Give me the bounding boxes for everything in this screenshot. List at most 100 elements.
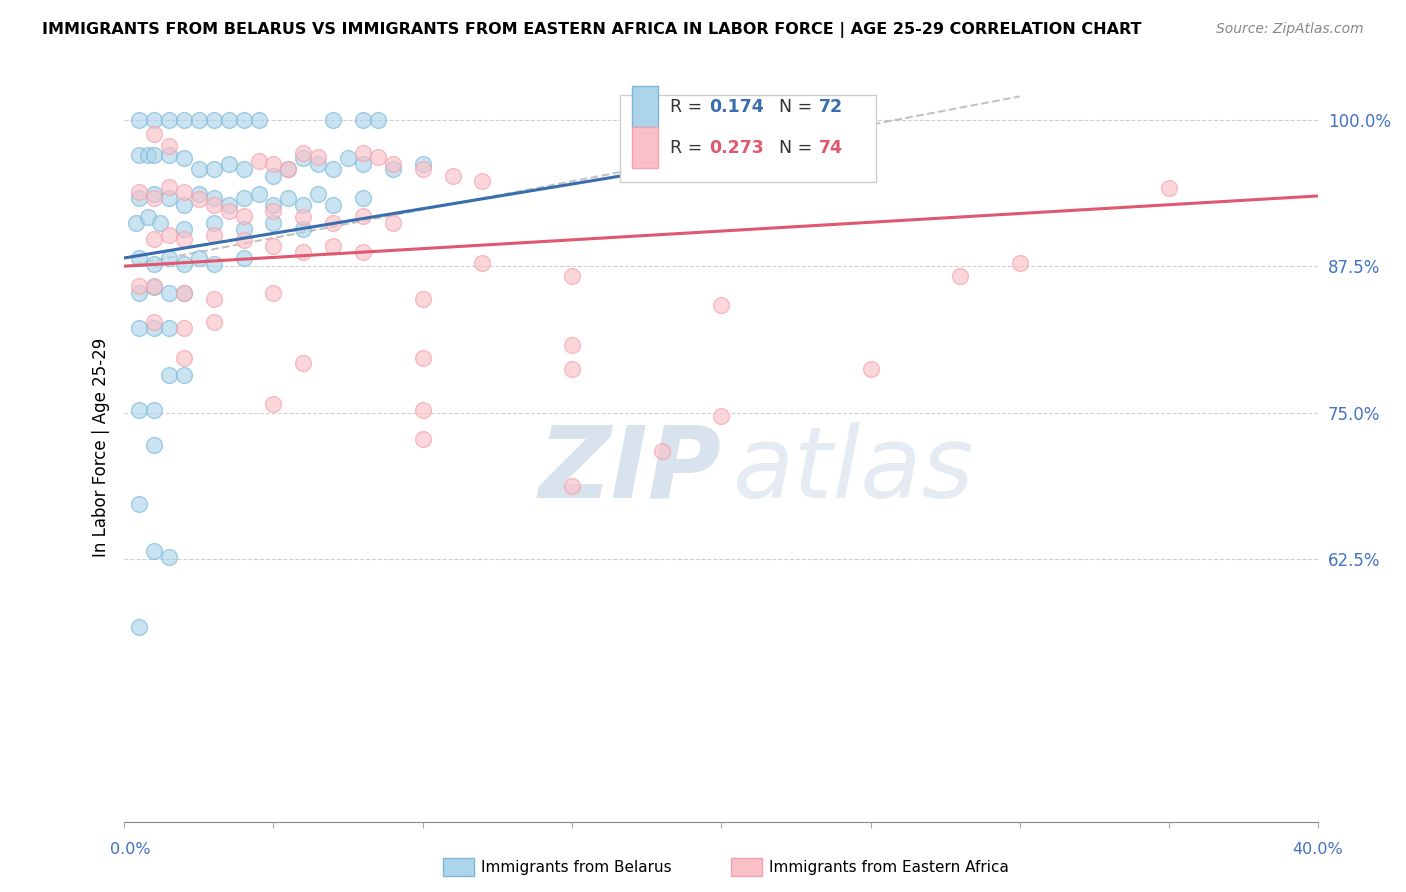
Point xyxy=(187,161,209,176)
Text: N =: N = xyxy=(768,97,817,116)
Point xyxy=(157,251,180,265)
Point xyxy=(187,186,209,201)
Text: 0.174: 0.174 xyxy=(709,97,763,116)
Point xyxy=(307,157,329,171)
Text: N =: N = xyxy=(768,139,817,157)
Point xyxy=(322,239,344,253)
Point xyxy=(292,152,315,166)
Point xyxy=(173,351,195,365)
Point xyxy=(218,204,240,219)
Text: R =: R = xyxy=(669,139,707,157)
Point xyxy=(187,193,209,207)
Text: 0.273: 0.273 xyxy=(709,139,763,157)
Point xyxy=(412,351,434,365)
Point xyxy=(292,198,315,212)
Point xyxy=(157,191,180,205)
Point xyxy=(263,397,285,411)
Point xyxy=(202,112,225,127)
Point xyxy=(173,232,195,246)
Point xyxy=(202,191,225,205)
Point xyxy=(232,191,254,205)
Point xyxy=(157,321,180,335)
Point xyxy=(128,251,150,265)
Point xyxy=(561,362,583,376)
Point xyxy=(136,148,159,162)
Point xyxy=(352,112,374,127)
Point xyxy=(561,337,583,351)
Point xyxy=(128,286,150,301)
Text: Source: ZipAtlas.com: Source: ZipAtlas.com xyxy=(1216,22,1364,37)
Point xyxy=(247,112,270,127)
Point xyxy=(322,216,344,230)
Text: atlas: atlas xyxy=(733,422,974,518)
Point xyxy=(157,179,180,194)
Point xyxy=(173,221,195,235)
Point xyxy=(381,161,404,176)
Point xyxy=(352,245,374,260)
Text: R =: R = xyxy=(669,97,707,116)
Point xyxy=(352,209,374,223)
FancyBboxPatch shape xyxy=(620,95,876,182)
Point xyxy=(352,191,374,205)
Point xyxy=(247,153,270,168)
Point xyxy=(352,145,374,160)
Point xyxy=(187,112,209,127)
Text: 40.0%: 40.0% xyxy=(1292,842,1343,856)
Point xyxy=(307,150,329,164)
Point xyxy=(292,245,315,260)
Point xyxy=(143,191,166,205)
Point xyxy=(441,169,464,183)
Point xyxy=(710,409,733,423)
Text: 72: 72 xyxy=(820,97,844,116)
Point xyxy=(202,227,225,242)
Point xyxy=(173,368,195,382)
Point xyxy=(187,251,209,265)
Point xyxy=(173,286,195,301)
Point xyxy=(143,543,166,558)
Point xyxy=(128,112,150,127)
Point xyxy=(232,251,254,265)
Point xyxy=(949,268,972,283)
Point xyxy=(143,148,166,162)
Point xyxy=(232,221,254,235)
Point xyxy=(263,216,285,230)
Point xyxy=(1157,180,1180,194)
Point xyxy=(143,257,166,271)
Point xyxy=(173,112,195,127)
Point xyxy=(157,227,180,242)
Point xyxy=(143,403,166,417)
Point xyxy=(232,112,254,127)
Point xyxy=(232,234,254,248)
Text: 74: 74 xyxy=(820,139,844,157)
Point xyxy=(381,216,404,230)
Point xyxy=(561,268,583,283)
Text: ZIP: ZIP xyxy=(538,422,721,518)
Point xyxy=(292,210,315,224)
Point xyxy=(561,479,583,493)
Point xyxy=(157,368,180,382)
Point xyxy=(322,112,344,127)
Point xyxy=(218,198,240,212)
FancyBboxPatch shape xyxy=(631,86,658,127)
Point xyxy=(263,239,285,253)
Point xyxy=(143,280,166,294)
Point xyxy=(157,112,180,127)
Point xyxy=(157,138,180,153)
Point xyxy=(173,186,195,200)
Point xyxy=(173,198,195,212)
Point xyxy=(367,150,389,164)
Point xyxy=(277,191,299,205)
Point xyxy=(143,321,166,335)
Point xyxy=(202,216,225,230)
Point xyxy=(202,198,225,212)
Point xyxy=(232,161,254,176)
Point xyxy=(173,152,195,166)
Point xyxy=(412,292,434,306)
Point xyxy=(412,403,434,417)
Point xyxy=(202,292,225,306)
Point xyxy=(367,112,389,127)
Point xyxy=(263,157,285,171)
Point xyxy=(173,257,195,271)
Point xyxy=(232,209,254,223)
Point xyxy=(149,216,172,230)
